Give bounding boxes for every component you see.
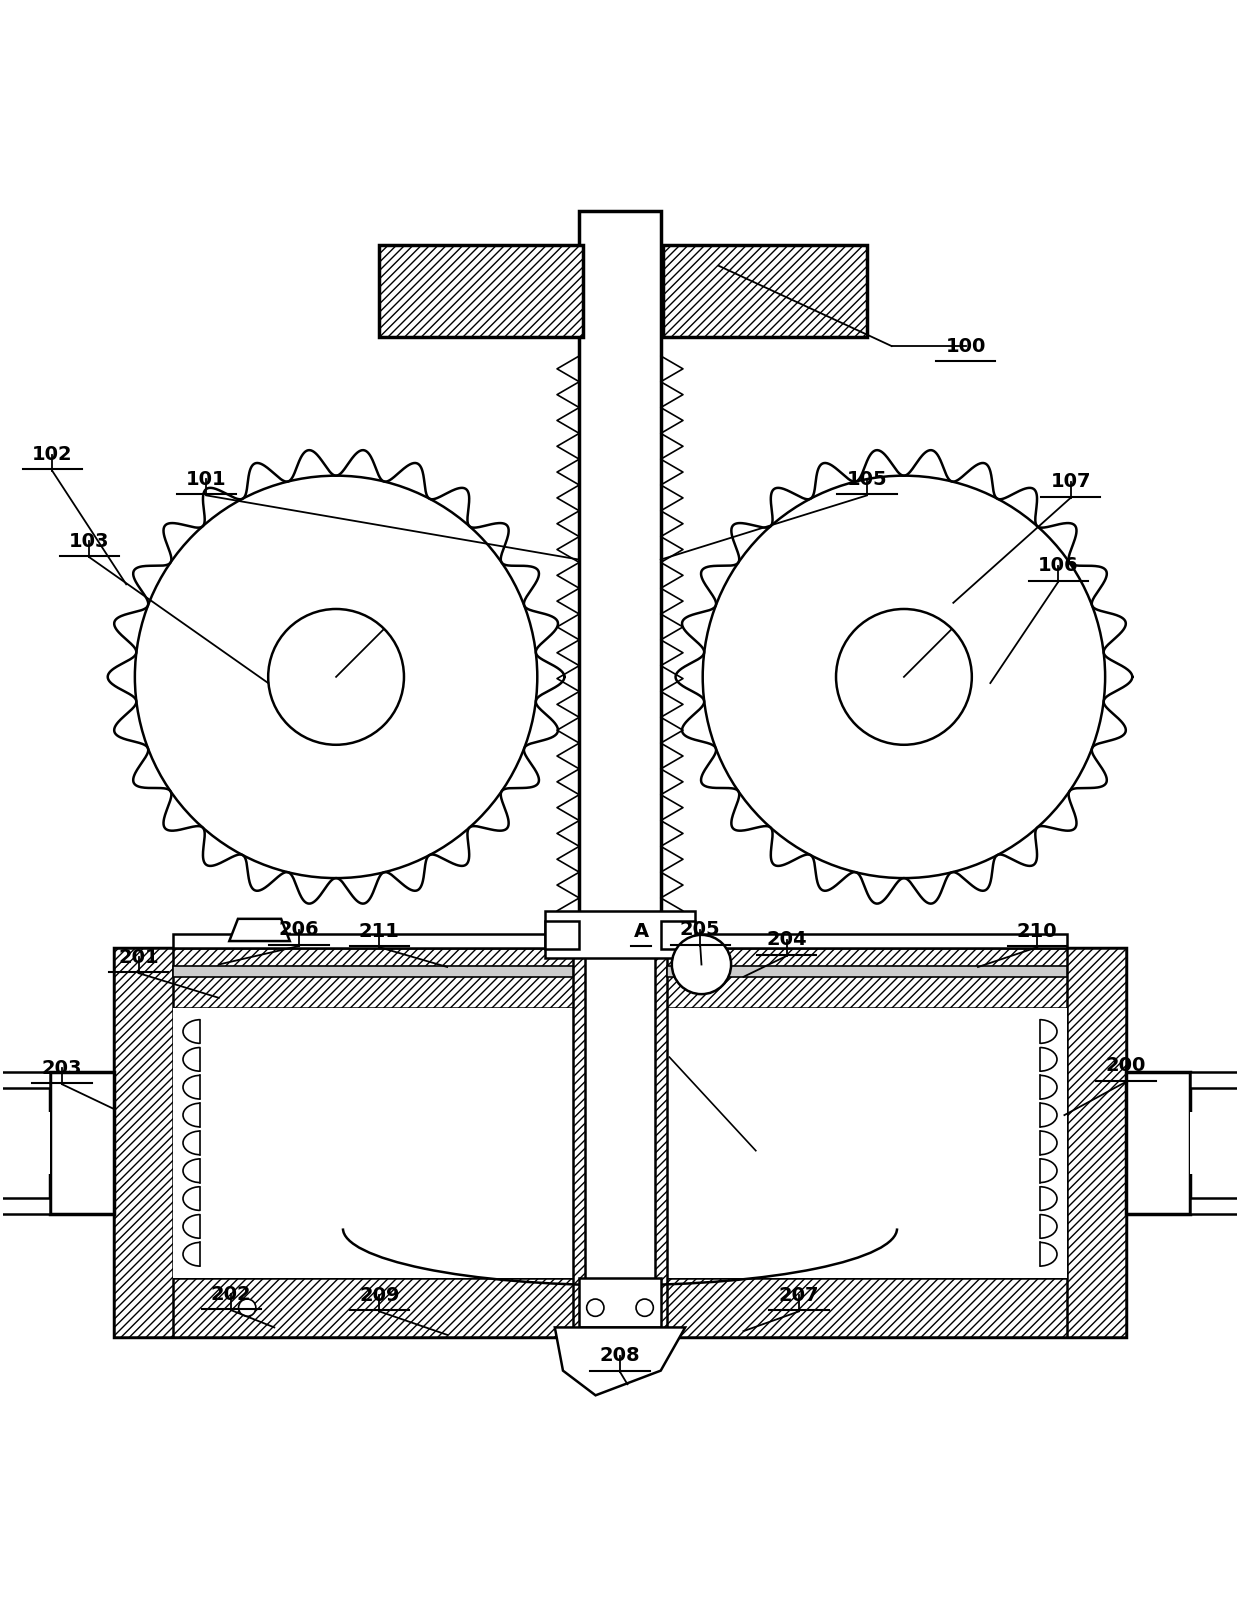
Text: 100: 100 [945, 337, 986, 355]
Bar [544, 911, 696, 958]
Bar [1126, 1073, 1190, 1215]
Bar [174, 934, 1066, 948]
Text: 206: 206 [279, 921, 320, 939]
Bar [573, 948, 667, 1337]
Text: 201: 201 [118, 947, 159, 966]
Bar [114, 948, 1126, 1008]
Text: 211: 211 [358, 921, 399, 940]
Text: 208: 208 [600, 1347, 640, 1365]
Bar [663, 245, 867, 337]
Bar [114, 948, 1126, 1337]
Polygon shape [229, 919, 290, 940]
Text: 105: 105 [847, 469, 887, 489]
Text: 103: 103 [69, 532, 109, 550]
Polygon shape [554, 1327, 686, 1395]
Circle shape [238, 1298, 255, 1316]
Text: 102: 102 [32, 445, 72, 465]
Text: 101: 101 [186, 469, 227, 489]
Circle shape [636, 1298, 653, 1316]
Bar [661, 921, 696, 948]
Bar [544, 921, 579, 948]
Bar [667, 966, 1066, 977]
Bar [174, 966, 573, 977]
Text: 204: 204 [766, 931, 807, 950]
Bar [579, 211, 661, 955]
Bar [0, 1073, 50, 1087]
Text: 202: 202 [211, 1284, 252, 1303]
Text: A: A [634, 921, 649, 940]
Bar [174, 1008, 1066, 1277]
Bar [1190, 1198, 1240, 1215]
Bar [0, 1111, 50, 1174]
Text: 107: 107 [1050, 473, 1091, 492]
Bar [114, 1277, 1126, 1337]
Bar [579, 1277, 661, 1327]
Bar [585, 948, 655, 1337]
Text: 209: 209 [360, 1286, 399, 1305]
Bar [379, 245, 583, 337]
Bar [1190, 1111, 1240, 1174]
Bar [1190, 1073, 1240, 1087]
Text: 207: 207 [779, 1286, 820, 1305]
Text: 205: 205 [680, 921, 720, 939]
Circle shape [672, 936, 732, 994]
Text: 210: 210 [1017, 921, 1058, 940]
Bar [0, 1198, 50, 1215]
Text: 203: 203 [42, 1058, 82, 1077]
Circle shape [587, 1298, 604, 1316]
Bar [1066, 948, 1126, 1337]
Text: 106: 106 [1038, 556, 1079, 576]
Bar [50, 1073, 114, 1215]
Text: 200: 200 [1106, 1057, 1146, 1076]
Bar [114, 948, 174, 1337]
